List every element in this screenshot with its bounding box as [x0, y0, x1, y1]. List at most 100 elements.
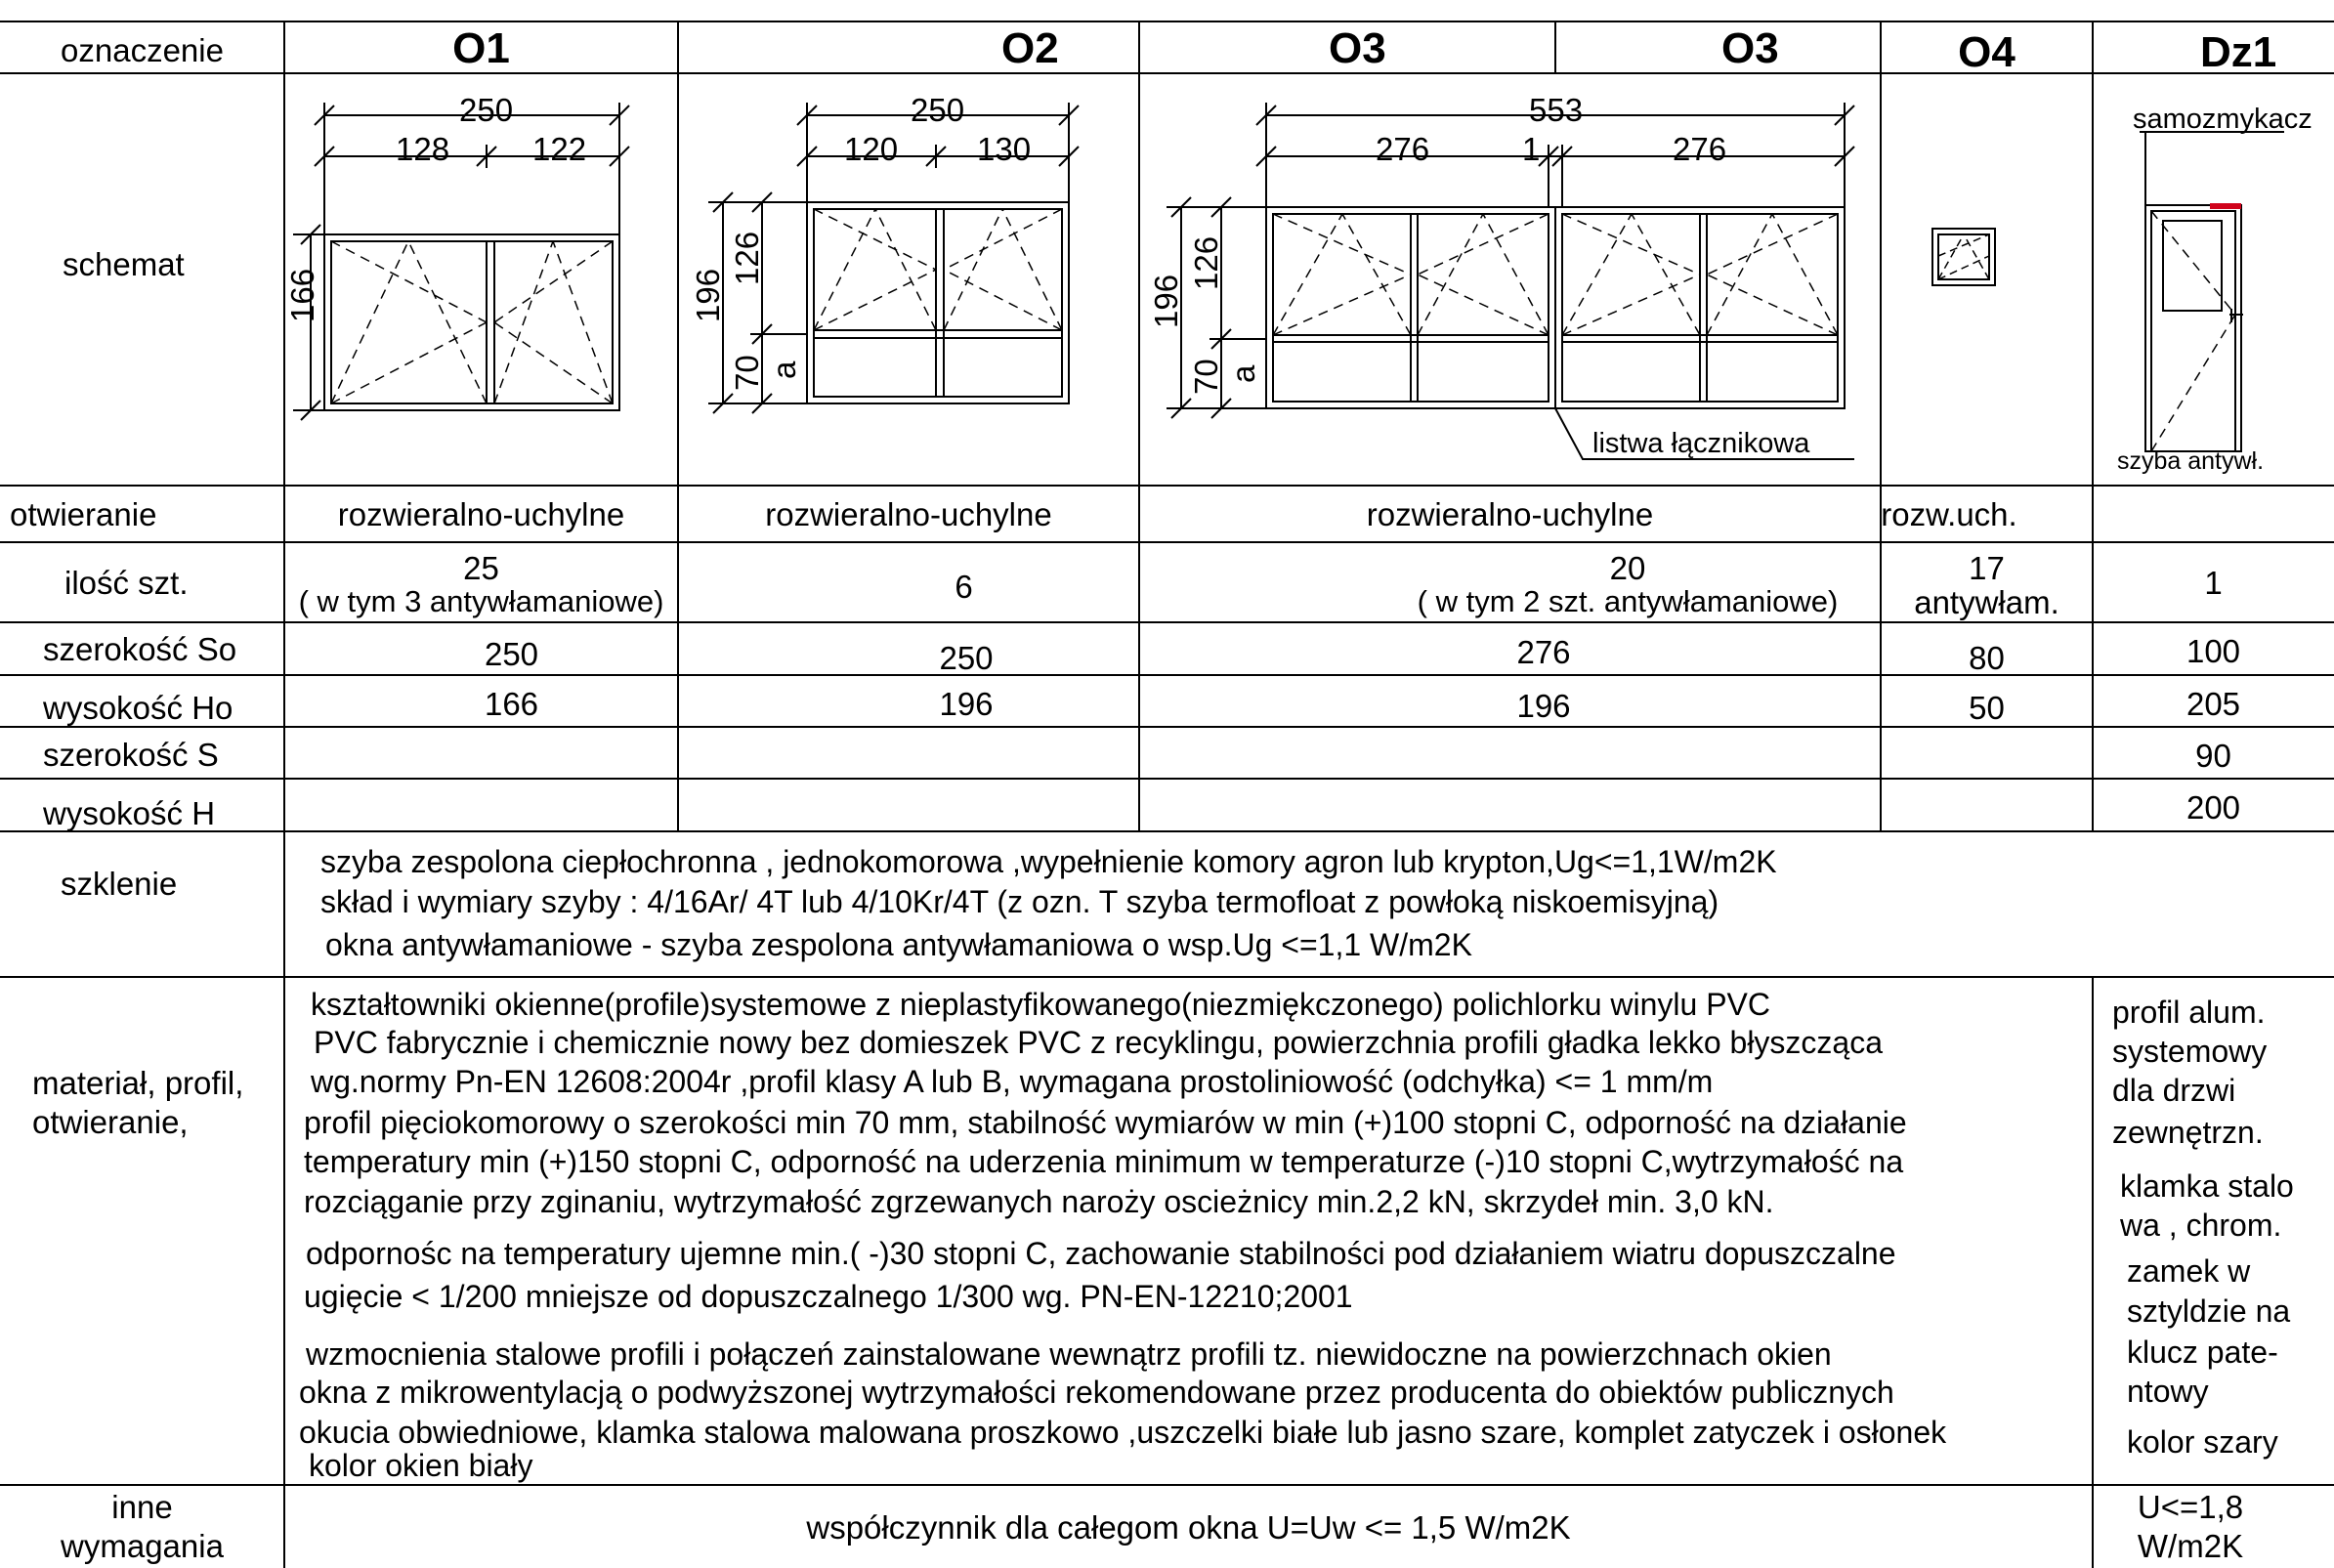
- label-inne-1: inne: [111, 1489, 173, 1525]
- o4-height-ho: 50: [1969, 690, 2005, 726]
- o3-width-so: 276: [1516, 634, 1571, 670]
- o1-schematic: [293, 103, 630, 421]
- material-line: okna z mikrowentylacją o podwyższonej wy…: [299, 1375, 1894, 1410]
- label-wysokosc-h: wysokość H: [43, 795, 216, 831]
- label-ilosc: ilość szt.: [64, 565, 189, 601]
- dz1-material-line: systemowy: [2112, 1034, 2268, 1069]
- o1-height-ho: 166: [484, 686, 539, 722]
- dz1-material-line: zewnętrzn.: [2112, 1115, 2264, 1150]
- o2-dim-upper: 126: [729, 231, 765, 285]
- o2-schematic: [708, 103, 1080, 414]
- dz1-material-line: dla drzwi: [2112, 1073, 2236, 1108]
- dz1-height-ho: 205: [2185, 686, 2241, 722]
- label-schemat: schemat: [63, 246, 185, 282]
- dz1-width-so: 100: [2185, 633, 2241, 669]
- table-grid: [0, 21, 2334, 1568]
- o1-opening: rozwieralno-uchylne: [337, 496, 625, 532]
- o3-opening: rozwieralno-uchylne: [1366, 496, 1654, 532]
- dz1-material-line: kolor szary: [2127, 1424, 2278, 1460]
- o3-dim-lower-label: a: [1225, 364, 1261, 383]
- o3-height-ho: 196: [1516, 688, 1571, 724]
- o2-dim-lower-label: a: [766, 360, 802, 379]
- o1-dim-height: 166: [284, 268, 320, 322]
- o3-dim-total: 553: [1529, 92, 1584, 128]
- o3-dim-lower: 70: [1188, 359, 1224, 395]
- mark-o2: O2: [1001, 24, 1059, 72]
- o1-dim-total: 250: [459, 92, 514, 128]
- dz1-material-line: profil alum.: [2112, 995, 2266, 1030]
- dz1-width-s: 90: [2195, 738, 2231, 774]
- material-line: kolor okien biały: [309, 1448, 533, 1483]
- label-oznaczenie: oznaczenie: [61, 32, 224, 68]
- label-material-2: otwieranie,: [32, 1104, 189, 1140]
- dz1-material-line: klucz pate-: [2127, 1335, 2278, 1370]
- label-szerokosc-s: szerokość S: [43, 737, 219, 773]
- material-line: wg.normy Pn-EN 12608:2004r ,profil klasy…: [311, 1064, 1714, 1099]
- material-line: profil pięciokomorowy o szerokości min 7…: [304, 1105, 1907, 1140]
- o3-qty: 20: [1609, 550, 1646, 586]
- label-inne-2: wymagania: [61, 1528, 224, 1564]
- o4-qty-note: antywłam.: [1914, 584, 2059, 620]
- dz1-material-line: klamka stalo: [2120, 1168, 2294, 1204]
- label-otwieranie: otwieranie: [10, 496, 157, 532]
- o1-qty-note: ( w tym 3 antywłamaniowe): [298, 584, 664, 618]
- o4-qty: 17: [1969, 550, 2005, 586]
- o2-width-so: 250: [939, 640, 994, 676]
- o2-opening: rozwieralno-uchylne: [765, 496, 1052, 532]
- glazing-line: okna antywłamaniowe - szyba zespolona an…: [325, 927, 1472, 962]
- label-szklenie: szklenie: [61, 866, 178, 902]
- o3-dim-gap: 1: [1522, 131, 1541, 167]
- glazing-line: skład i wymiary szyby : 4/16Ar/ 4T lub 4…: [320, 884, 1719, 919]
- o1-dim-right: 122: [532, 131, 587, 167]
- dz1-qty: 1: [2204, 565, 2223, 601]
- material-line: okucia obwiedniowe, klamka stalowa malow…: [299, 1415, 1947, 1450]
- o2-dim-total: 250: [911, 92, 965, 128]
- label-szerokosc-so: szerokość So: [43, 631, 237, 667]
- o2-qty: 6: [955, 569, 973, 605]
- o2-dim-lower: 70: [729, 355, 765, 391]
- dz1-glass-label: szyba antywł.: [2117, 447, 2265, 475]
- other-requirement: współczynnik dla całegom okna U=Uw <= 1,…: [806, 1509, 1571, 1546]
- mark-dz1: Dz1: [2200, 28, 2277, 76]
- material-line: ugięcie < 1/200 mniejsze od dopuszczalne…: [304, 1279, 1353, 1314]
- o2-height-ho: 196: [939, 686, 994, 722]
- mark-o1: O1: [452, 24, 510, 72]
- label-material-1: materiał, profil,: [32, 1065, 244, 1101]
- o2-dim-height: 196: [690, 268, 726, 322]
- material-line: odpornośc na temperatury ujemne min.( -)…: [306, 1236, 1896, 1271]
- dz1-schematic: [2140, 131, 2284, 452]
- dz1-height-h: 200: [2185, 789, 2241, 826]
- mark-o3-left: O3: [1329, 24, 1386, 72]
- o3-dim-upper: 126: [1188, 235, 1224, 290]
- o3-dim-left: 276: [1376, 131, 1430, 167]
- dz1-material-line: ntowy: [2127, 1374, 2209, 1409]
- o2-dim-right: 130: [977, 131, 1032, 167]
- dz1-closer-label: samozmykacz: [2133, 104, 2313, 135]
- o4-opening: rozw.uch.: [1881, 496, 2017, 532]
- material-line: PVC fabrycznie i chemicznie nowy bez dom…: [314, 1025, 1884, 1060]
- material-line: temperatury min (+)150 stopni C, odporno…: [304, 1144, 1904, 1179]
- o3-dim-height: 196: [1148, 274, 1184, 328]
- o3-dim-right: 276: [1673, 131, 1727, 167]
- dz1-material-line: sztyldzie na: [2127, 1293, 2291, 1329]
- o3-connector-label: listwa łącznikowa: [1592, 428, 1810, 459]
- mark-o4: O4: [1958, 28, 2016, 76]
- label-wysokosc-ho: wysokość Ho: [43, 690, 233, 726]
- dz1-material-line: wa , chrom.: [2120, 1208, 2282, 1243]
- o3-schematic: [1167, 103, 1855, 460]
- dz1-other-line: U<=1,8: [2137, 1489, 2244, 1525]
- o4-schematic: [1931, 228, 1996, 286]
- mark-o3-right: O3: [1721, 24, 1779, 72]
- material-line: kształtowniki okienne(profile)systemowe …: [311, 987, 1770, 1022]
- dz1-other-line: W/m2K: [2137, 1528, 2244, 1564]
- o2-dim-left: 120: [844, 131, 899, 167]
- glazing-line: szyba zespolona ciepłochronna , jednokom…: [320, 844, 1777, 879]
- material-line: rozciąganie przy zginaniu, wytrzymałość …: [304, 1184, 1774, 1219]
- o1-qty: 25: [463, 550, 499, 586]
- o4-width-so: 80: [1969, 640, 2005, 676]
- closer-mark: [2210, 203, 2241, 209]
- material-line: wzmocnienia stalowe profili i połączeń z…: [306, 1336, 1832, 1372]
- dz1-material-line: zamek w: [2127, 1253, 2251, 1289]
